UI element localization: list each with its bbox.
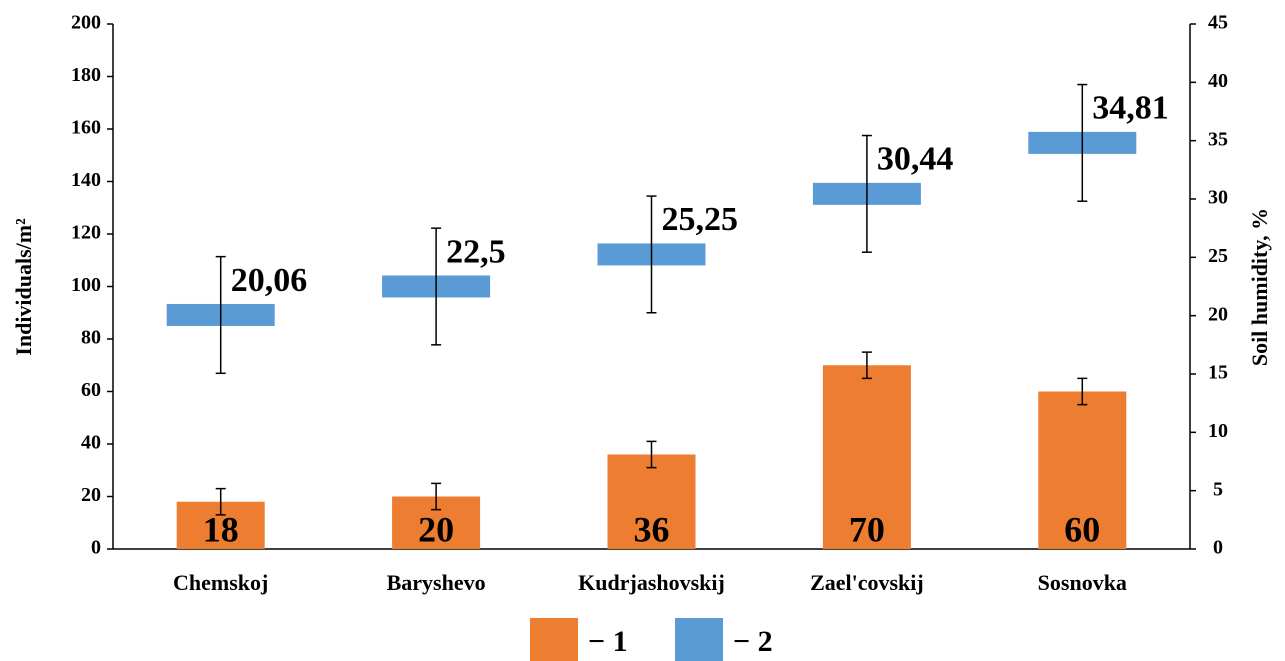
data-label: 25,25	[662, 201, 739, 238]
y-tick-label: 20	[81, 484, 101, 506]
y-tick-label: 100	[71, 274, 101, 296]
y-tick-label: 40	[81, 432, 101, 454]
y-tick-label: 120	[71, 222, 101, 244]
y2-tick-label: 10	[1208, 420, 1228, 442]
data-label: 20	[418, 509, 454, 549]
y2-tick-label: 35	[1208, 128, 1228, 150]
y2-tick-label: 5	[1213, 478, 1223, 500]
y-tick-label: 180	[71, 64, 101, 86]
legend-swatch	[530, 618, 578, 661]
data-label: 18	[203, 509, 239, 549]
y2-tick-label: 25	[1208, 245, 1228, 267]
y-tick-label: 200	[71, 12, 101, 34]
y-tick-label: 80	[81, 327, 101, 349]
data-label: 60	[1064, 509, 1100, 549]
y-tick-label: 60	[81, 379, 101, 401]
data-label: 20,06	[231, 262, 308, 299]
y-tick-label: 0	[91, 537, 101, 559]
bar	[1038, 391, 1127, 549]
y2-tick-label: 30	[1208, 187, 1228, 209]
y-tick-label: 160	[71, 117, 101, 139]
y2-axis-title: Soil humidity, %	[1247, 208, 1272, 366]
y2-tick-label: 45	[1208, 12, 1228, 34]
y2-tick-label: 0	[1213, 537, 1223, 559]
y-tick-label: 140	[71, 169, 101, 191]
y2-tick-label: 40	[1208, 70, 1228, 92]
x-tick-label: Sosnovka	[1038, 570, 1127, 595]
data-label: 30,44	[877, 141, 954, 178]
x-tick-label: Baryshevo	[387, 570, 486, 595]
bar	[607, 454, 696, 549]
data-label: 36	[634, 509, 670, 549]
x-tick-label: Kudrjashovskij	[578, 570, 725, 595]
data-label: 70	[849, 509, 885, 549]
data-label: 22,5	[446, 233, 506, 270]
x-tick-label: Chemskoj	[173, 570, 268, 595]
y2-tick-label: 20	[1208, 303, 1228, 325]
y2-tick-label: 15	[1208, 362, 1228, 384]
legend-swatch	[675, 618, 723, 661]
x-tick-label: Zael'covskij	[810, 570, 924, 595]
legend-label: − 1	[588, 625, 628, 658]
y-axis-title: Individuals/m²	[11, 218, 36, 356]
legend-label: − 2	[733, 625, 773, 658]
data-label: 34,81	[1092, 90, 1169, 127]
bar	[822, 365, 911, 549]
